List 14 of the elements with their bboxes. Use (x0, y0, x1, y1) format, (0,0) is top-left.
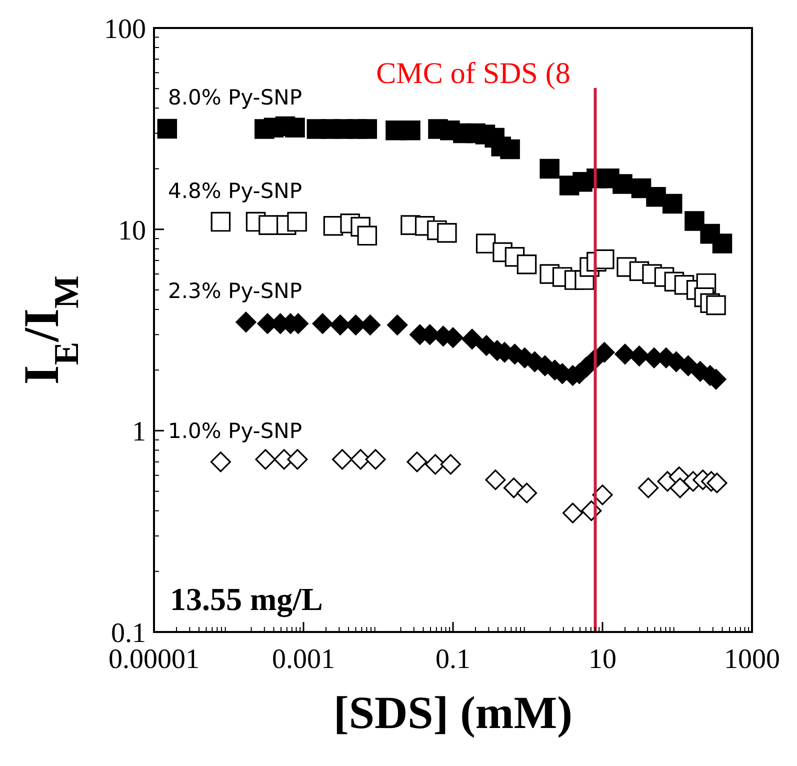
y-tick-label: 100 (104, 14, 146, 45)
x-tick-label: 0.001 (272, 644, 335, 675)
x-tick-label: 1000 (724, 644, 780, 675)
series-label: 4.8% Py-SNP (168, 178, 302, 203)
x-axis-title: [SDS] (mM) (334, 687, 572, 738)
ref-line-label: CMC of SDS (8 (376, 57, 570, 90)
annotation: 13.55 mg/L (170, 581, 323, 618)
x-tick-label: 0.1 (436, 644, 470, 675)
series-label: 8.0% Py-SNP (168, 86, 302, 110)
y-tick-label: 1 (132, 416, 146, 448)
series-label: 1.0% Py-SNP (168, 418, 302, 443)
series-label: 2.3% Py-SNP (168, 279, 302, 304)
x-tick-label: 10 (588, 644, 616, 675)
y-tick-label: 10 (118, 215, 146, 246)
